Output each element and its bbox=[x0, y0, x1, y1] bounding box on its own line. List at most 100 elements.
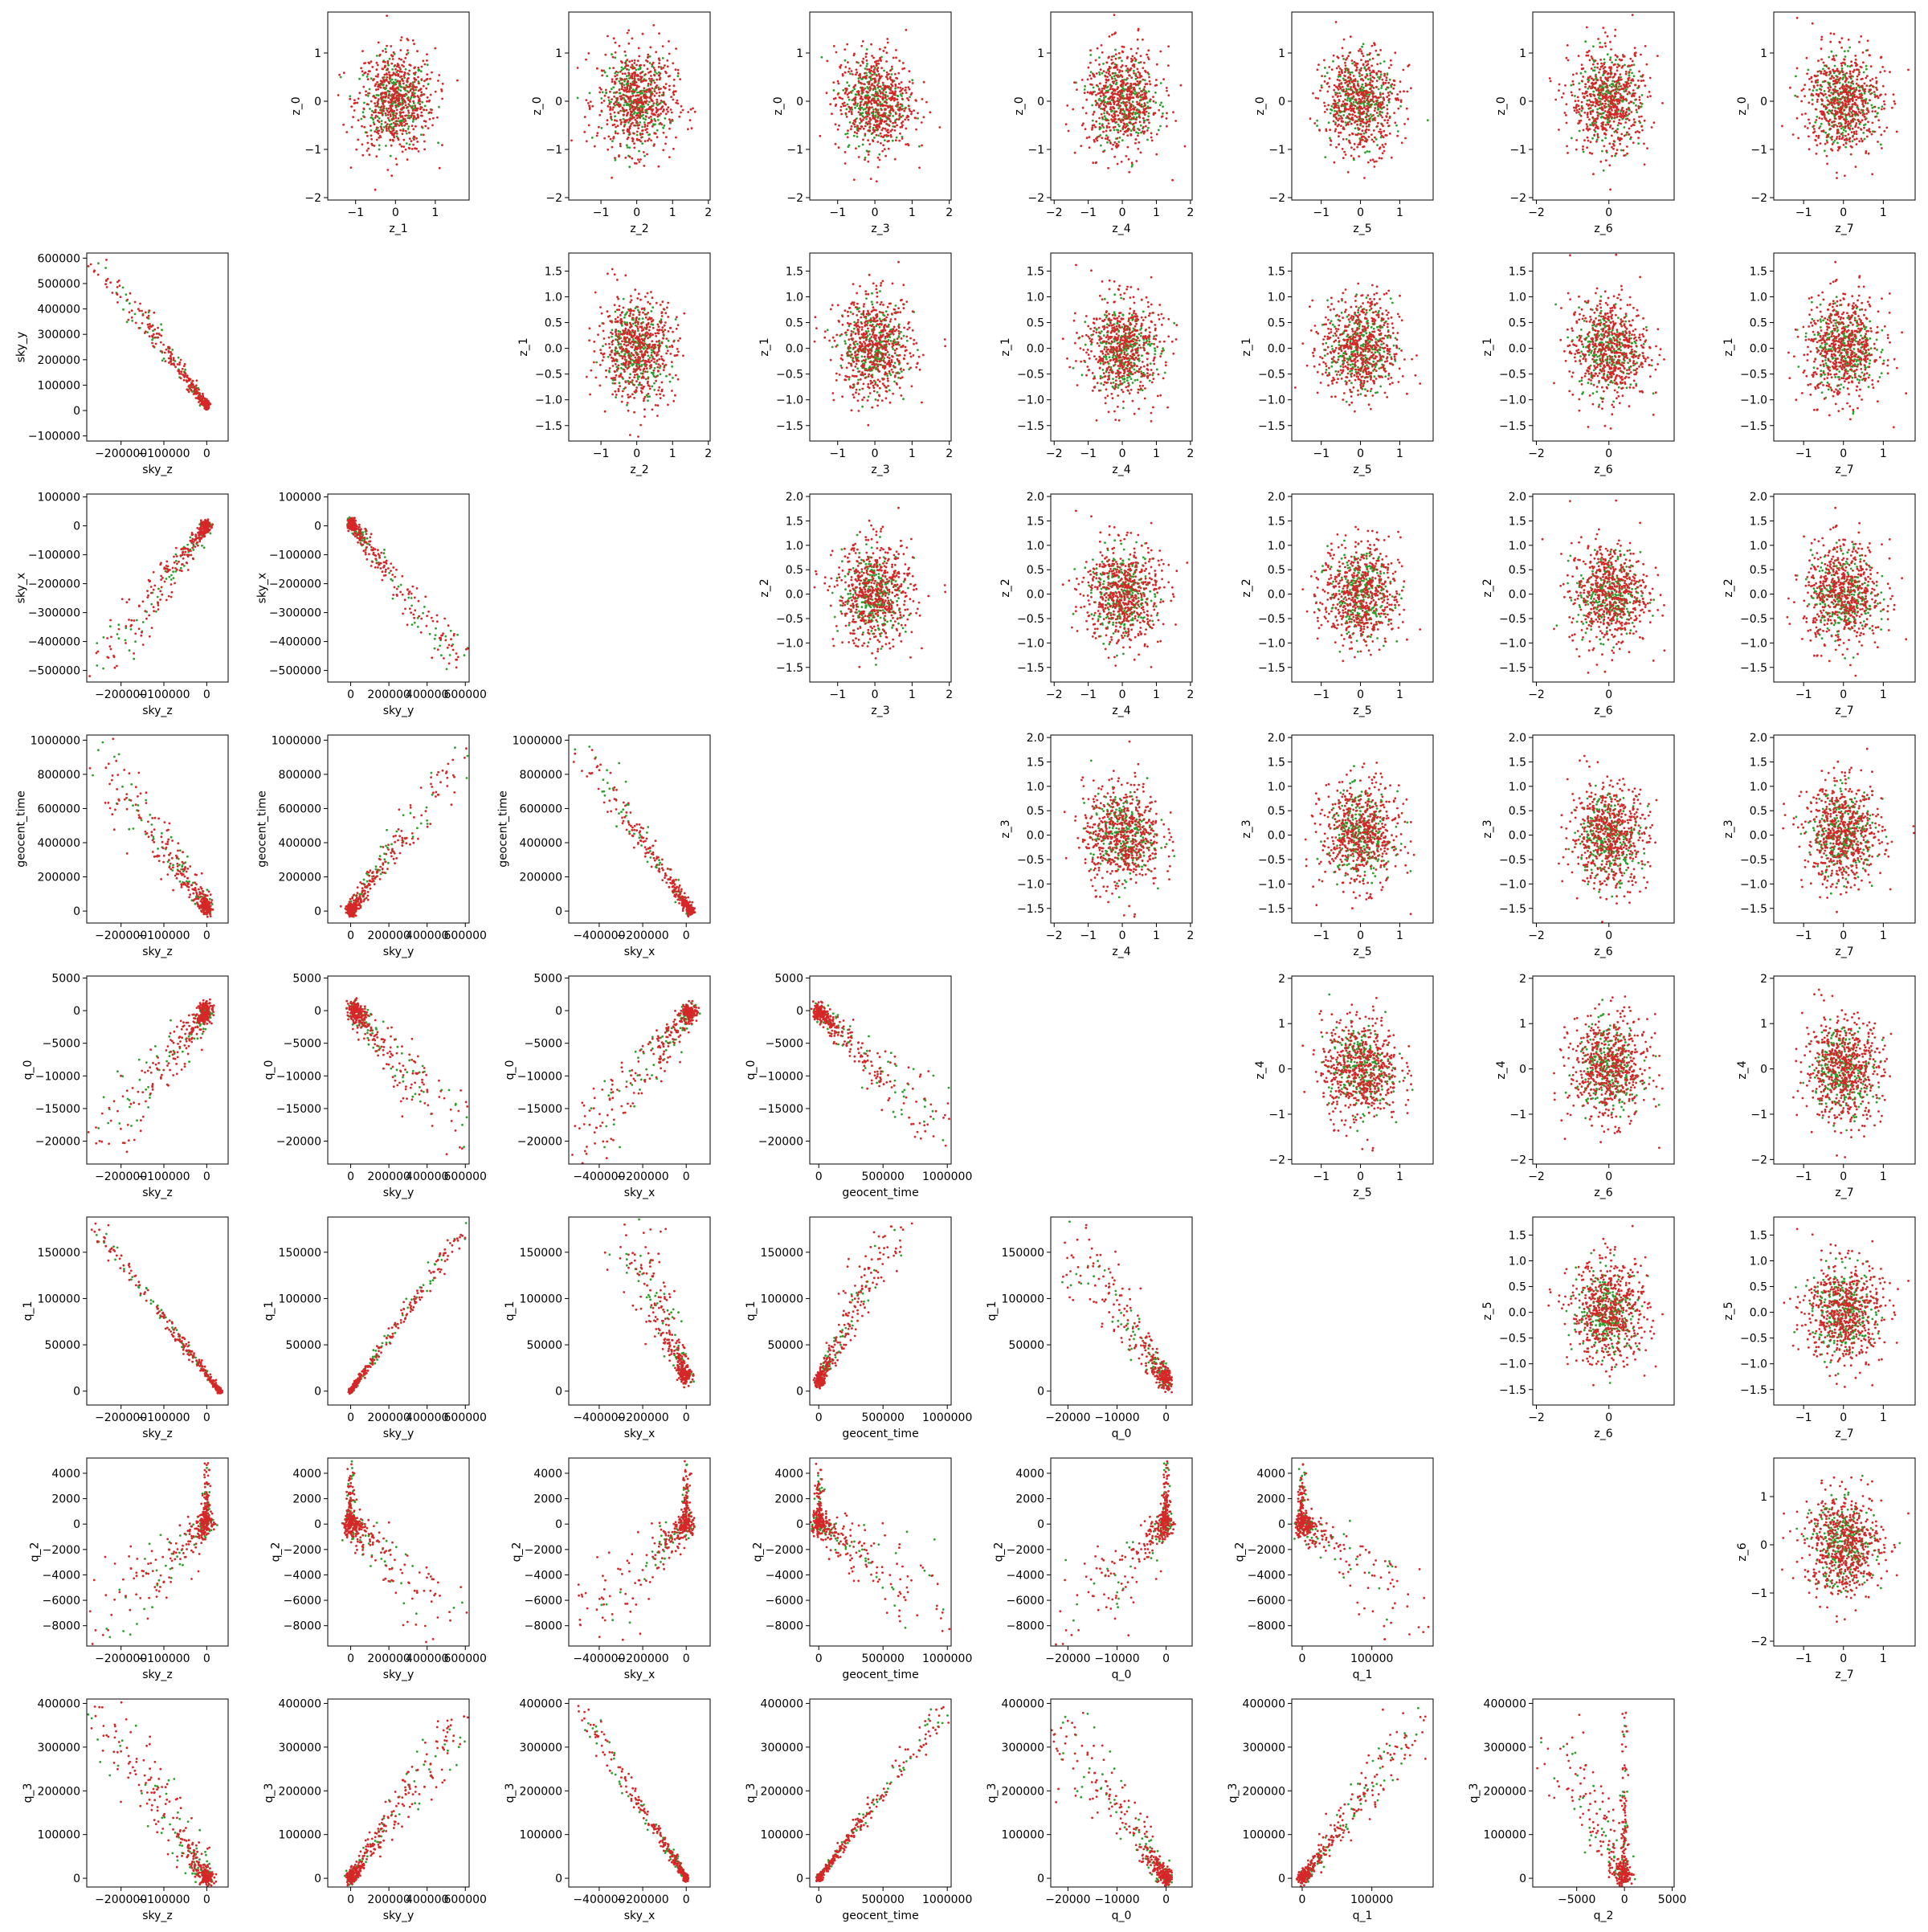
data-point bbox=[844, 48, 846, 51]
data-point bbox=[1108, 113, 1110, 116]
data-point bbox=[588, 104, 590, 107]
data-point bbox=[889, 70, 892, 72]
data-point bbox=[1113, 107, 1115, 109]
data-point bbox=[842, 103, 844, 105]
data-point bbox=[1366, 54, 1369, 56]
data-point bbox=[643, 96, 645, 98]
data-point bbox=[408, 132, 411, 134]
data-point bbox=[1135, 160, 1138, 162]
data-point bbox=[1354, 127, 1357, 129]
data-point bbox=[393, 51, 395, 54]
data-point bbox=[386, 14, 388, 17]
data-point bbox=[1140, 90, 1142, 92]
data-point bbox=[1167, 94, 1170, 96]
data-point bbox=[1117, 86, 1119, 88]
data-point bbox=[426, 59, 428, 62]
data-point bbox=[394, 115, 397, 117]
data-point bbox=[1120, 85, 1122, 88]
data-point bbox=[376, 62, 378, 64]
data-point bbox=[893, 100, 896, 102]
data-point bbox=[897, 98, 899, 100]
data-point bbox=[897, 87, 899, 89]
data-point bbox=[614, 115, 616, 117]
data-point bbox=[1103, 96, 1105, 99]
data-point bbox=[621, 82, 623, 84]
data-point bbox=[385, 100, 387, 102]
data-point bbox=[633, 108, 635, 111]
data-point bbox=[852, 73, 854, 76]
data-point bbox=[338, 74, 341, 76]
data-point bbox=[413, 112, 415, 115]
data-point bbox=[911, 79, 913, 81]
data-point bbox=[856, 103, 859, 105]
data-point bbox=[630, 113, 632, 116]
data-point bbox=[616, 99, 619, 101]
data-point bbox=[405, 149, 407, 151]
data-point bbox=[1108, 71, 1110, 73]
data-point bbox=[885, 129, 888, 132]
data-point bbox=[404, 100, 406, 103]
data-point bbox=[870, 43, 872, 46]
data-point bbox=[1099, 126, 1101, 129]
data-point bbox=[648, 107, 651, 109]
data-point bbox=[406, 133, 408, 135]
data-point bbox=[624, 62, 627, 64]
data-point bbox=[892, 80, 894, 83]
data-point bbox=[664, 143, 667, 145]
data-point bbox=[1105, 137, 1107, 140]
data-point bbox=[938, 126, 941, 129]
data-point bbox=[388, 94, 390, 96]
x-axis-label: z_4 bbox=[1112, 223, 1130, 235]
data-point bbox=[381, 120, 383, 122]
data-point bbox=[668, 76, 670, 78]
data-point bbox=[1126, 67, 1129, 70]
data-point bbox=[1137, 135, 1139, 137]
data-point bbox=[648, 116, 651, 119]
data-point bbox=[628, 131, 631, 133]
data-point bbox=[639, 158, 642, 161]
data-point bbox=[882, 82, 884, 84]
data-point bbox=[370, 100, 373, 103]
data-point bbox=[648, 101, 651, 104]
data-point bbox=[635, 100, 638, 102]
data-point bbox=[389, 77, 391, 80]
data-point bbox=[1105, 130, 1108, 133]
data-point bbox=[634, 71, 636, 74]
data-point bbox=[1098, 71, 1101, 74]
data-point bbox=[601, 102, 603, 104]
data-point bbox=[404, 115, 406, 117]
data-point bbox=[1092, 161, 1094, 164]
data-point bbox=[415, 71, 417, 74]
data-point bbox=[629, 133, 631, 136]
data-point bbox=[877, 82, 880, 84]
data-point bbox=[1147, 127, 1150, 129]
data-point bbox=[424, 125, 427, 128]
data-point bbox=[667, 111, 669, 113]
data-point bbox=[1105, 71, 1108, 74]
data-point bbox=[643, 80, 645, 82]
data-point bbox=[659, 77, 661, 80]
data-point bbox=[635, 162, 638, 165]
data-point bbox=[396, 163, 398, 165]
data-point bbox=[386, 62, 389, 64]
data-point bbox=[370, 138, 373, 141]
data-point bbox=[653, 112, 656, 115]
data-point bbox=[362, 50, 364, 52]
data-point bbox=[399, 129, 402, 132]
data-point bbox=[873, 137, 876, 139]
data-point bbox=[1136, 116, 1138, 119]
data-point bbox=[596, 132, 598, 134]
data-point bbox=[409, 84, 411, 87]
data-point bbox=[357, 119, 360, 121]
data-point bbox=[880, 122, 882, 125]
data-point bbox=[425, 88, 427, 90]
data-point bbox=[664, 117, 666, 120]
data-point bbox=[340, 76, 342, 79]
y-tick-label: −2 bbox=[304, 192, 321, 205]
data-point bbox=[623, 114, 625, 116]
data-point bbox=[854, 131, 856, 133]
data-point bbox=[871, 106, 873, 108]
data-point bbox=[647, 125, 649, 127]
data-point bbox=[376, 131, 378, 133]
data-point bbox=[689, 119, 692, 121]
